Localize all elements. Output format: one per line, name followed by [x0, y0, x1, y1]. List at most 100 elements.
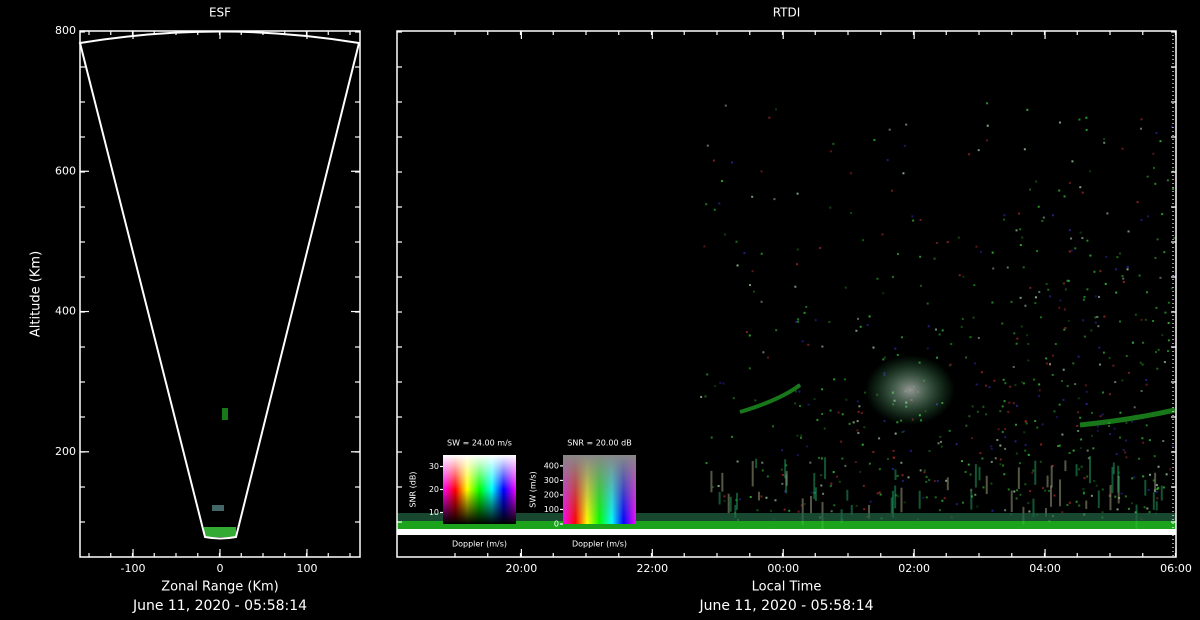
- x-tick-label: -100: [121, 562, 146, 575]
- echo: [855, 504, 858, 507]
- echo: [761, 461, 764, 464]
- echo: [1116, 508, 1119, 511]
- echo: [1024, 443, 1027, 446]
- echo: [1163, 361, 1166, 364]
- echo: [719, 381, 722, 384]
- echo: [1144, 318, 1147, 321]
- echo: [1126, 265, 1129, 268]
- echo: [721, 472, 724, 492]
- echo: [1037, 205, 1040, 208]
- echo: [850, 504, 853, 515]
- echo: [814, 487, 817, 502]
- echo: [760, 170, 763, 173]
- echo: [1148, 473, 1151, 476]
- echo: [1121, 275, 1124, 278]
- echo: [1159, 276, 1162, 279]
- echo: [991, 509, 994, 512]
- echo: [1157, 465, 1160, 468]
- echo: [1165, 473, 1168, 476]
- echo: [872, 346, 875, 349]
- echo: [828, 320, 831, 323]
- echo: [879, 493, 882, 496]
- echo: [1001, 322, 1004, 325]
- echo: [1051, 464, 1054, 467]
- echo: [979, 452, 982, 455]
- echo: [809, 461, 812, 464]
- echo: [718, 202, 721, 205]
- echo: [1068, 229, 1071, 232]
- echo: [722, 382, 725, 385]
- echo: [1025, 422, 1028, 425]
- echo: [974, 464, 977, 488]
- echo: [938, 509, 941, 512]
- echo: [1140, 390, 1143, 393]
- echo: [1162, 486, 1165, 489]
- echo: [1014, 384, 1017, 387]
- echo: [1097, 295, 1100, 298]
- echo: [713, 208, 716, 211]
- echo: [940, 445, 943, 448]
- echo: [832, 142, 835, 145]
- echo: [1043, 489, 1046, 492]
- echo: [772, 425, 775, 428]
- echo: [919, 469, 922, 472]
- echo: [810, 491, 813, 494]
- echo: [1014, 423, 1017, 426]
- echo: [761, 469, 764, 472]
- echo: [1001, 430, 1004, 433]
- echo: [1019, 296, 1022, 299]
- echo: [1142, 341, 1145, 344]
- timestamp: June 11, 2020 - 05:58:14: [132, 598, 307, 614]
- echo: [805, 305, 808, 308]
- echo: [1075, 500, 1078, 503]
- echo: [1099, 415, 1102, 418]
- echo: [1075, 464, 1078, 477]
- echo: [863, 508, 866, 511]
- echo: [1121, 379, 1124, 382]
- echo: [857, 432, 860, 435]
- echo: [757, 491, 760, 501]
- echo: [1010, 490, 1013, 513]
- echo: [1015, 497, 1018, 500]
- echo: [919, 218, 922, 221]
- echo: [955, 443, 958, 446]
- echo: [794, 390, 797, 393]
- echo: [900, 461, 903, 464]
- echo: [919, 255, 922, 258]
- echo: [903, 144, 906, 147]
- echo: [700, 395, 703, 398]
- echo: [946, 477, 949, 491]
- echo: [912, 219, 915, 222]
- echo: [1152, 492, 1155, 510]
- echo: [894, 469, 897, 480]
- echo: [1097, 325, 1100, 328]
- echo: [968, 415, 971, 418]
- echo: [918, 490, 921, 509]
- echo: [1117, 465, 1120, 493]
- echo: [1059, 299, 1062, 302]
- echo: [1067, 319, 1070, 322]
- echo: [705, 203, 708, 206]
- echo: [821, 345, 824, 348]
- echo: [796, 192, 799, 195]
- echo: [1173, 275, 1176, 278]
- echo: [935, 241, 938, 244]
- echo: [1099, 270, 1102, 273]
- echo: [1125, 421, 1128, 424]
- echo: [859, 470, 862, 473]
- echo: [878, 468, 881, 471]
- echo: [1082, 298, 1085, 301]
- echo: [748, 334, 751, 337]
- echo: [1063, 308, 1066, 311]
- echo: [1032, 378, 1035, 381]
- echo: [1133, 476, 1136, 479]
- echo: [1059, 479, 1062, 507]
- echo: [775, 329, 778, 332]
- echo: [1140, 118, 1143, 121]
- echo: [754, 399, 757, 402]
- echo: [901, 474, 904, 477]
- y-axis-label: Altitude (Km): [29, 251, 44, 337]
- inset-x-label: Doppler (m/s): [452, 540, 507, 549]
- echo: [1145, 378, 1148, 381]
- y-tick-label: 200: [55, 445, 76, 458]
